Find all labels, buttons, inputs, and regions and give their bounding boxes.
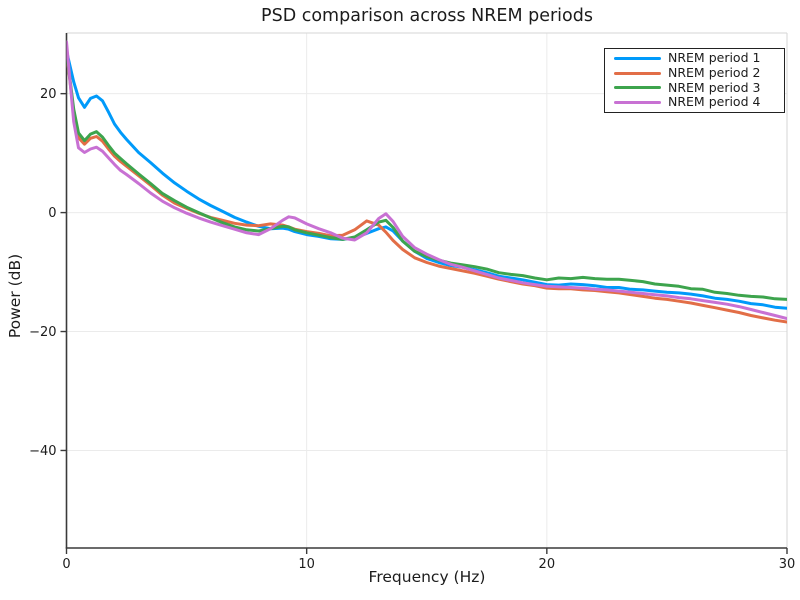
x-tick-label: 30 bbox=[779, 557, 796, 572]
legend-item-3: NREM period 3 bbox=[614, 79, 774, 96]
series-lines bbox=[66, 40, 787, 324]
legend-line-sample bbox=[614, 57, 661, 61]
x-axis-label: Frequency (Hz) bbox=[369, 568, 486, 586]
y-tick-label: −20 bbox=[29, 325, 56, 340]
legend-line-sample bbox=[614, 71, 661, 75]
legend-label: NREM period 1 bbox=[668, 50, 761, 66]
legend-label: NREM period 4 bbox=[668, 94, 761, 110]
legend-line-sample bbox=[614, 100, 661, 104]
series-line-3 bbox=[66, 49, 787, 301]
legend-item-1: NREM period 1 bbox=[614, 51, 774, 66]
legend-line-sample bbox=[614, 86, 661, 90]
x-tick-label: 0 bbox=[62, 557, 70, 572]
y-axis-label: Power (dB) bbox=[6, 254, 24, 338]
y-tick-label: 20 bbox=[40, 87, 57, 102]
series-line-1 bbox=[66, 49, 787, 310]
x-tick-label: 20 bbox=[539, 557, 556, 572]
axis-ticks: 0 10 20 30 20 0 −20 −40 bbox=[29, 87, 795, 572]
y-tick-label: 0 bbox=[48, 206, 56, 221]
chart-title: PSD comparison across NREM periods bbox=[261, 6, 593, 26]
legend-label: NREM period 2 bbox=[668, 64, 761, 80]
legend-item-4: NREM period 4 bbox=[614, 94, 774, 110]
plot-frame bbox=[65, 32, 788, 549]
x-tick-label: 10 bbox=[298, 557, 315, 572]
y-tick-label: −40 bbox=[29, 444, 56, 459]
legend-label: NREM period 3 bbox=[668, 79, 761, 95]
legend-item-2: NREM period 2 bbox=[614, 64, 774, 81]
series-line-4 bbox=[66, 40, 787, 320]
